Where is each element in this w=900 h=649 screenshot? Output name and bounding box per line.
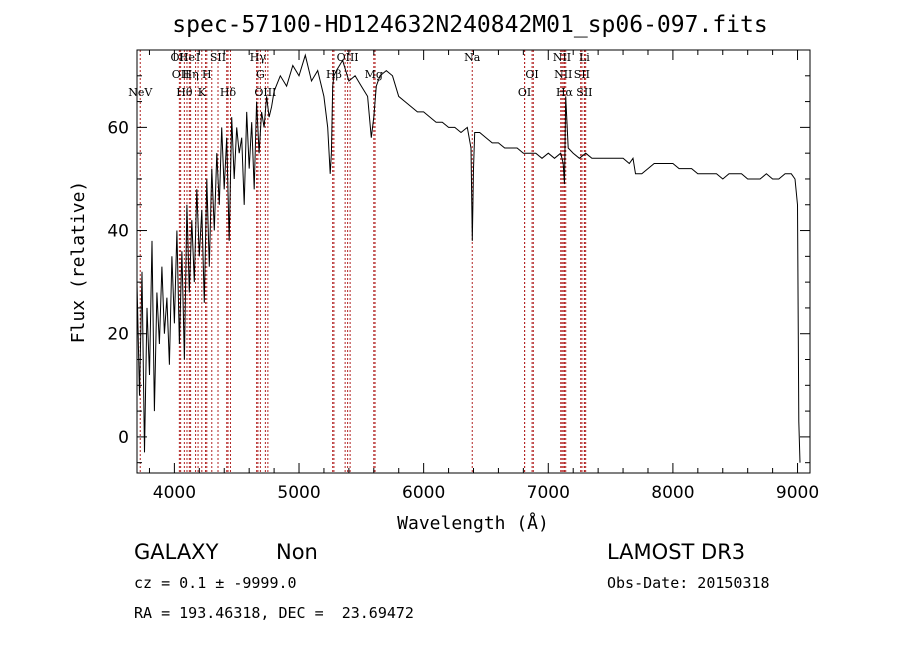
y-tick-label: 60 <box>107 118 129 138</box>
line-marker-label: Hβ <box>326 68 342 81</box>
classification-label: GALAXY <box>134 540 219 564</box>
axis-ticks: 4000 5000 6000 7000 8000 9000 0 20 40 60 <box>107 50 819 503</box>
plot-frame <box>136 49 811 474</box>
line-marker-label: G <box>256 68 265 81</box>
survey-label: LAMOST DR3 <box>607 540 746 564</box>
line-marker-label: Hδ <box>220 86 237 99</box>
x-tick-label: 6000 <box>402 483 445 503</box>
line-marker-label: Mg <box>365 68 383 81</box>
line-marker-label: OI <box>518 86 531 99</box>
line-marker-label: Na <box>464 51 481 64</box>
line-marker-label: Hγ <box>250 51 267 64</box>
line-marker-label: SII <box>574 68 590 81</box>
x-tick-label: 4000 <box>153 483 196 503</box>
x-tick-label: 5000 <box>277 483 320 503</box>
line-marker-label: SII <box>576 86 592 99</box>
redshift-readout: cz = 0.1 ± -9999.0 <box>134 574 297 592</box>
x-axis-label: Wavelength (Å) <box>397 512 549 534</box>
line-marker-label: SII <box>210 51 226 64</box>
line-marker-label: NII <box>553 51 571 64</box>
line-marker-label: OIII <box>337 51 359 64</box>
line-marker-label: NeV <box>128 86 153 99</box>
x-tick-label: 9000 <box>776 483 819 503</box>
x-tick-label: 7000 <box>527 483 570 503</box>
line-marker-label: NII <box>554 68 572 81</box>
spectrum-series-line <box>136 53 801 463</box>
y-tick-label: 20 <box>107 325 129 345</box>
line-marker-label: H <box>202 68 212 81</box>
line-marker-label: Li <box>579 51 590 64</box>
y-tick-label: 40 <box>107 222 129 242</box>
line-marker-label: Hθ <box>176 86 193 99</box>
line-marker-label: K <box>198 86 207 99</box>
line-marker-label: He <box>179 51 195 64</box>
line-marker-labels: NeV OII OII Hθ He Hη IHK SII Hδ Hγ G OIII OIII Hβ Mg Na… <box>128 51 592 99</box>
coordinates-readout: RA = 193.46318, DEC = 23.69472 <box>134 604 414 622</box>
y-tick-label: 0 <box>118 428 129 448</box>
line-marker-label: I <box>196 51 200 64</box>
line-marker-label: Hα <box>556 86 574 99</box>
line-markers <box>139 50 587 473</box>
chart-title: spec-57100-HD124632N240842M01_sp06-097.f… <box>172 12 767 38</box>
line-marker-label: Hη <box>182 68 198 81</box>
line-marker-label: OI <box>525 68 538 81</box>
y-axis-label: Flux (relative) <box>68 181 89 344</box>
obs-date-readout: Obs-Date: 20150318 <box>607 574 770 592</box>
x-tick-label: 8000 <box>651 483 694 503</box>
line-marker-label: OII <box>171 51 189 64</box>
line-marker-label: OII <box>172 68 190 81</box>
subclass-label: Non <box>276 540 318 564</box>
line-marker-label: OIII <box>254 86 276 99</box>
